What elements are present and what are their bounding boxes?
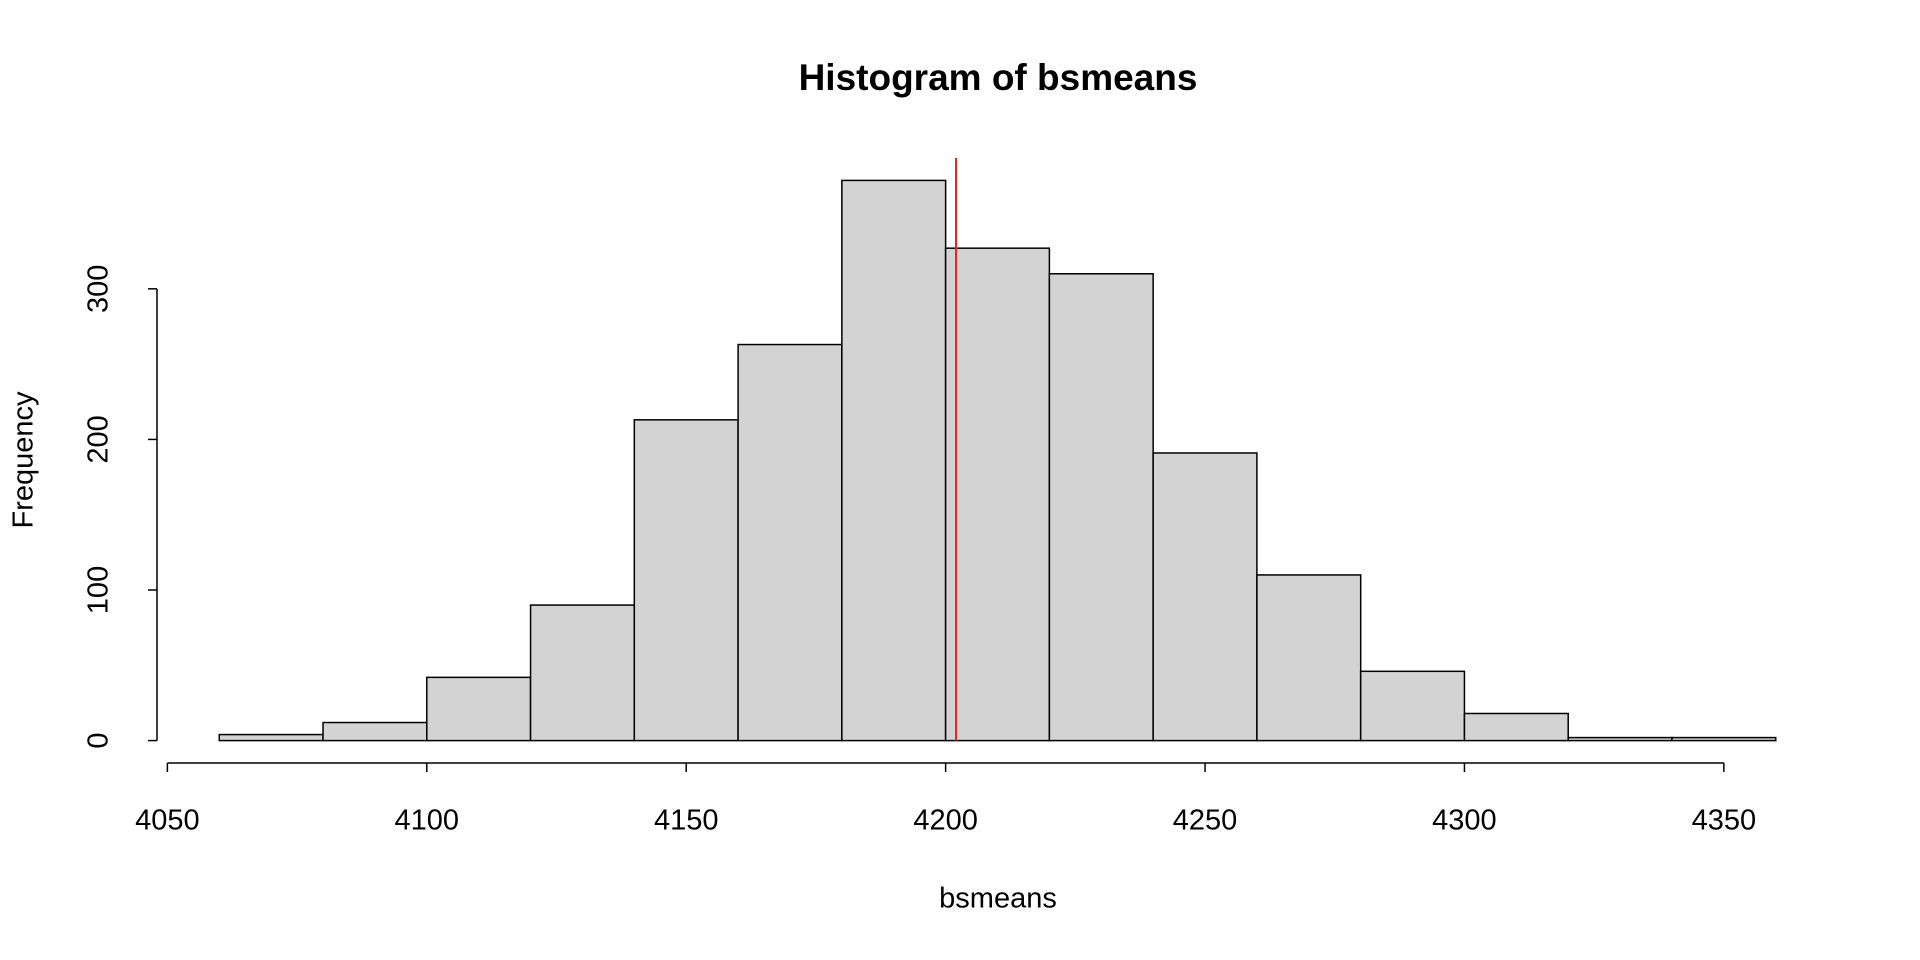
y-tick-label: 0 [83,733,115,749]
x-axis-title: bsmeans [939,883,1057,915]
x-tick-label: 4200 [913,805,978,837]
x-tick-label: 4250 [1173,805,1238,837]
bar [322,721,428,742]
x-tick-label: 4300 [1432,805,1497,837]
bar [1567,736,1673,742]
x-tick-label: 4100 [395,805,460,837]
x-tick-label: 4050 [135,805,200,837]
y-axis-title: Frequency [8,391,40,529]
bar [1256,574,1362,742]
bar [1463,712,1569,742]
y-tick-label: 200 [83,415,115,463]
x-tick-label: 4150 [654,805,719,837]
bar [633,419,739,742]
chart-title: Histogram of bsmeans [799,57,1198,98]
bar [841,179,947,742]
x-tick-label: 4350 [1692,805,1757,837]
bar [426,676,532,742]
bar [1152,452,1258,742]
bar [1048,273,1154,742]
y-tick-label: 100 [83,566,115,614]
bar [737,343,843,742]
bar [944,247,1051,742]
y-tick-label: 300 [83,265,115,313]
bar [529,604,636,742]
bar [218,733,324,742]
bar [1359,670,1466,742]
bar [1671,736,1777,742]
